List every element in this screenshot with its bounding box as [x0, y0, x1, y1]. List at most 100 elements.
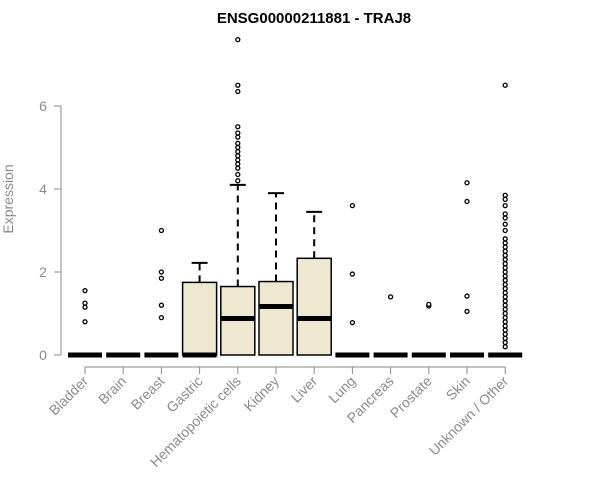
outlier-11-11 — [502, 298, 508, 304]
outlier-11-27 — [502, 227, 508, 234]
box-10 — [450, 180, 484, 358]
box-3 — [181, 261, 218, 358]
outlier-0-1 — [82, 304, 88, 310]
outlier-11-26 — [502, 236, 508, 242]
outlier-11-5 — [502, 323, 508, 329]
box-rect-5 — [258, 280, 294, 356]
x-tick-label-6: Liver — [288, 373, 321, 406]
outlier-11-10 — [502, 302, 508, 308]
outlier-4-13 — [235, 82, 241, 88]
outlier-4-7 — [235, 144, 241, 151]
outlier-11-32 — [502, 196, 508, 203]
box-9 — [411, 301, 446, 358]
outlier-4-6 — [235, 148, 241, 155]
box-8 — [373, 294, 408, 358]
outlier-4-11 — [235, 124, 241, 130]
outlier-2-3 — [158, 269, 165, 275]
outlier-11-7 — [502, 314, 508, 321]
outlier-7-2 — [349, 202, 356, 209]
outlier-2-0 — [158, 314, 165, 321]
chart-title: ENSG00000211881 - TRAJ8 — [217, 10, 411, 27]
outlier-11-33 — [502, 192, 508, 198]
outlier-4-2 — [235, 165, 241, 171]
y-tick-label-0: 0 — [39, 347, 47, 363]
outlier-4-9 — [235, 134, 241, 140]
outlier-2-2 — [158, 275, 165, 281]
outlier-4-3 — [235, 161, 241, 167]
y-tick-label-3: 6 — [39, 98, 47, 114]
outlier-4-5 — [235, 153, 241, 159]
outlier-11-19 — [502, 265, 508, 271]
outlier-4-10 — [235, 130, 241, 136]
x-tick-label-5: Kidney — [241, 373, 283, 415]
outlier-11-22 — [502, 252, 508, 259]
y-tick-label-2: 4 — [39, 181, 47, 197]
outlier-7-0 — [349, 319, 356, 326]
outlier-10-1 — [464, 293, 470, 299]
outlier-11-4 — [502, 327, 508, 333]
box-0 — [68, 288, 102, 358]
x-tick-label-1: Brain — [95, 373, 129, 407]
y-tick-label-1: 2 — [39, 264, 47, 280]
outlier-11-25 — [502, 240, 508, 246]
outlier-11-17 — [502, 273, 508, 279]
y-axis-label: Expression — [0, 164, 16, 233]
outlier-4-8 — [235, 140, 241, 147]
x-tick-label-0: Bladder — [46, 373, 92, 419]
outlier-11-20 — [502, 261, 508, 267]
outlier-10-2 — [464, 198, 470, 205]
outlier-11-9 — [502, 306, 508, 313]
box-7 — [335, 202, 370, 358]
box-6 — [296, 210, 332, 356]
outlier-7-1 — [349, 271, 356, 277]
box-11 — [488, 82, 523, 358]
x-tick-label-2: Breast — [128, 373, 168, 413]
outlier-11-13 — [502, 290, 508, 296]
plot-area — [68, 36, 523, 358]
outlier-11-15 — [502, 281, 508, 288]
outlier-10-0 — [464, 308, 470, 315]
outlier-4-0 — [235, 178, 241, 184]
outlier-11-34 — [502, 82, 508, 88]
outlier-0-2 — [82, 300, 88, 306]
box-4 — [220, 36, 256, 356]
outlier-11-3 — [502, 331, 508, 337]
outlier-11-21 — [502, 256, 508, 263]
outlier-2-1 — [158, 302, 165, 308]
outlier-8-0 — [387, 294, 394, 300]
outlier-11-0 — [502, 344, 508, 350]
outlier-11-8 — [502, 310, 508, 317]
outlier-11-29 — [502, 215, 508, 221]
x-tick-label-10: Skin — [443, 373, 474, 404]
outlier-11-16 — [502, 277, 508, 283]
outlier-11-23 — [502, 248, 508, 254]
box-rect-3 — [181, 281, 218, 356]
outlier-11-12 — [502, 294, 508, 300]
box-2 — [144, 227, 179, 358]
outlier-4-4 — [235, 157, 241, 163]
outlier-11-6 — [502, 319, 508, 325]
x-tick-label-7: Lung — [325, 373, 358, 406]
outlier-11-2 — [502, 335, 508, 342]
outlier-4-14 — [235, 36, 241, 43]
outlier-9-1 — [426, 301, 432, 308]
y-axis: 0 2 4 6 — [39, 98, 62, 363]
outlier-11-18 — [502, 269, 508, 275]
outlier-11-31 — [502, 202, 508, 209]
outlier-0-3 — [82, 288, 88, 294]
outlier-11-1 — [502, 339, 508, 346]
outlier-11-30 — [502, 211, 508, 217]
outlier-2-4 — [158, 227, 165, 234]
outlier-10-3 — [464, 180, 470, 186]
x-tick-label-9: Prostate — [387, 373, 435, 421]
outlier-11-14 — [502, 285, 508, 292]
outlier-0-0 — [82, 319, 88, 325]
outlier-11-28 — [502, 221, 508, 227]
outlier-4-12 — [235, 88, 241, 95]
box-rect-6 — [296, 257, 332, 356]
box-5 — [258, 192, 294, 356]
outlier-4-1 — [235, 171, 241, 178]
outlier-11-24 — [502, 244, 508, 250]
